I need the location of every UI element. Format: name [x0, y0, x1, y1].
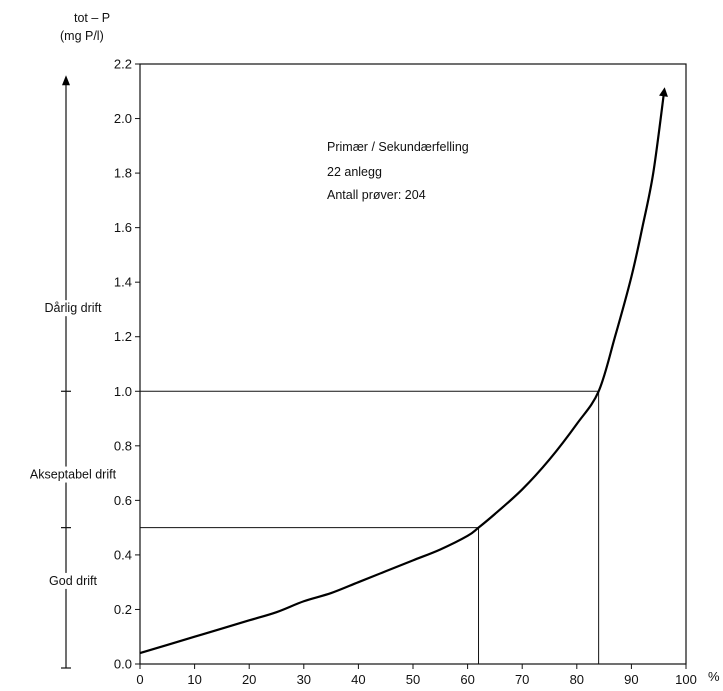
x-tick-label: 40 — [351, 672, 365, 687]
x-tick-label: 70 — [515, 672, 529, 687]
annotation-line-2: 22 anlegg — [327, 165, 382, 179]
category-label-bg — [4, 466, 136, 483]
y-tick-label: 2.2 — [114, 57, 132, 72]
ticks-layer: 0 10 20 30 40 50 60 70 80 90 100 0.0 0.2 0.4 0.6 0.8 1.0… — [114, 57, 697, 688]
y-tick-label: 0.4 — [114, 547, 132, 562]
annotation-line-3: Antall prøver: 204 — [327, 188, 426, 202]
x-tick-label: 100 — [675, 672, 697, 687]
y-tick-label: 0.6 — [114, 493, 132, 508]
y-axis-label-line2: (mg P/l) — [60, 29, 104, 43]
y-tick-label: 0.8 — [114, 438, 132, 453]
y-tick-label: 2.0 — [114, 111, 132, 126]
category-label: God drift — [49, 574, 97, 588]
y-tick-label: 0.0 — [114, 657, 132, 672]
x-tick-label: 20 — [242, 672, 256, 687]
reference-lines — [140, 390, 600, 664]
x-tick-label: 30 — [297, 672, 311, 687]
y-tick-label: 1.0 — [114, 384, 132, 399]
x-axis-unit: % — [708, 669, 720, 684]
x-tick-label: 90 — [624, 672, 638, 687]
category-label: Akseptabel drift — [30, 468, 117, 482]
category-label-bg — [4, 572, 136, 589]
category-scale: Dårlig drift Akseptabel drift God drift — [4, 75, 136, 669]
x-tick-label: 50 — [406, 672, 420, 687]
category-label-bg — [4, 300, 136, 317]
series-arrowhead — [659, 87, 668, 97]
y-tick-label: 1.6 — [114, 220, 132, 235]
category-axis-arrowhead — [62, 75, 70, 86]
category-label: Dårlig drift — [45, 301, 102, 315]
plot-frame — [139, 63, 687, 665]
y-tick-label: 1.4 — [114, 275, 132, 290]
x-tick-label: 80 — [570, 672, 584, 687]
y-axis-label-line1: tot – P — [74, 11, 110, 25]
y-tick-label: 1.2 — [114, 329, 132, 344]
x-tick-label: 10 — [187, 672, 201, 687]
y-tick-label: 1.8 — [114, 166, 132, 181]
x-tick-label: 0 — [136, 672, 143, 687]
series-layer — [139, 87, 668, 655]
x-tick-label: 60 — [460, 672, 474, 687]
series-line — [139, 91, 666, 655]
annotation-line-1: Primær / Sekundærfelling — [327, 140, 469, 154]
y-tick-label: 0.2 — [114, 602, 132, 617]
